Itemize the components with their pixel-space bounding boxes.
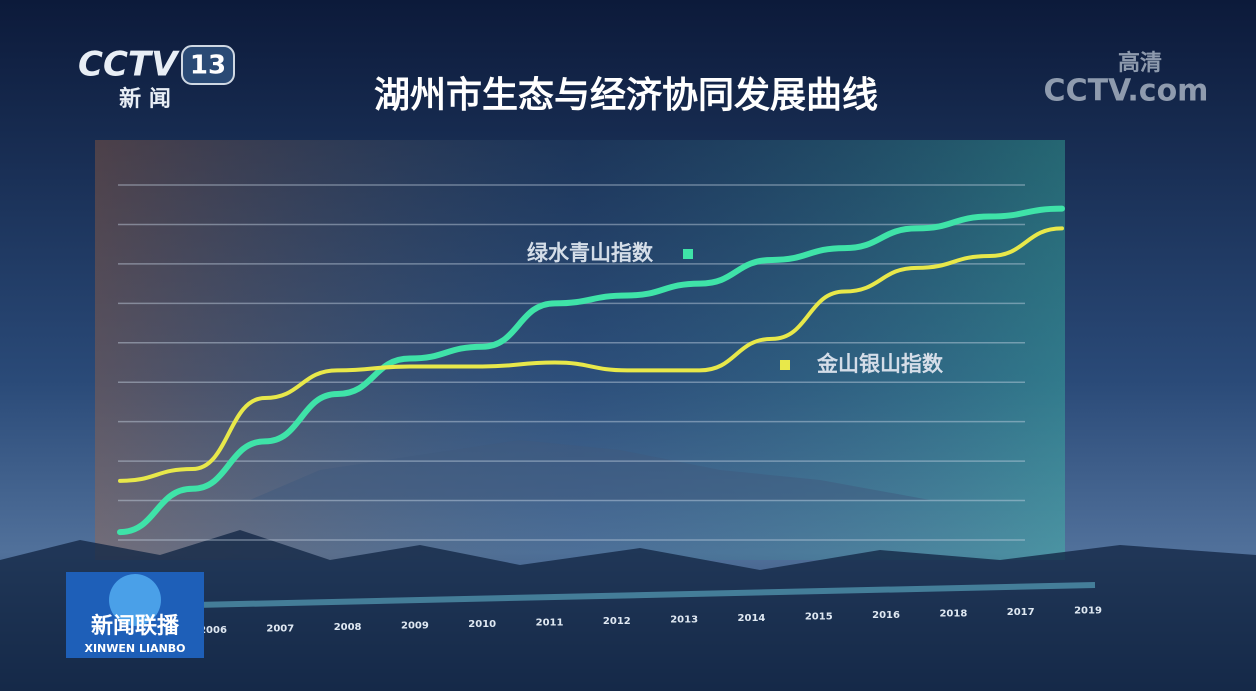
- x-tick-label: 2010: [468, 619, 496, 630]
- timeline-bar: [194, 582, 1096, 608]
- x-tick-label: 2006: [199, 625, 227, 636]
- mountains-far: [250, 440, 930, 500]
- x-tick-label: 2016: [872, 610, 900, 621]
- legend-label: 绿水青山指数: [527, 241, 654, 265]
- x-tick-label: 2012: [603, 616, 631, 627]
- x-tick-label: 2018: [939, 609, 967, 620]
- legend-swatch: [683, 249, 693, 259]
- program-pinyin: XINWEN LIANBO: [84, 642, 185, 655]
- mountains: [0, 530, 1256, 691]
- chart-title: 湖州市生态与经济协同发展曲线: [374, 75, 878, 116]
- series-line: [117, 205, 1065, 536]
- legend-label: 金山银山指数: [816, 352, 944, 376]
- x-tick-label: 2007: [266, 624, 294, 635]
- x-tick-label: 2009: [401, 621, 429, 632]
- program-name: 新闻联播: [91, 613, 180, 639]
- channel-number: 13: [190, 51, 226, 81]
- x-tick-label: 2015: [805, 612, 833, 623]
- x-tick-label: 2014: [738, 613, 766, 624]
- hd-badge: 高清: [1118, 50, 1162, 76]
- channel-name: 新 闻: [119, 86, 171, 112]
- channel-logo: CCTV: [78, 45, 180, 85]
- x-tick-label: 2011: [536, 618, 564, 629]
- site-logo: CCTV.com: [1044, 74, 1209, 109]
- globe: [109, 574, 161, 626]
- channel-badge: [181, 45, 235, 85]
- legend-swatch: [780, 360, 790, 370]
- x-tick-label: 2008: [334, 622, 362, 633]
- x-tick-label: 2017: [1007, 607, 1035, 618]
- series-line: [118, 226, 1064, 483]
- x-tick-label: 2019: [1074, 606, 1102, 617]
- x-tick-label: 2013: [670, 615, 698, 626]
